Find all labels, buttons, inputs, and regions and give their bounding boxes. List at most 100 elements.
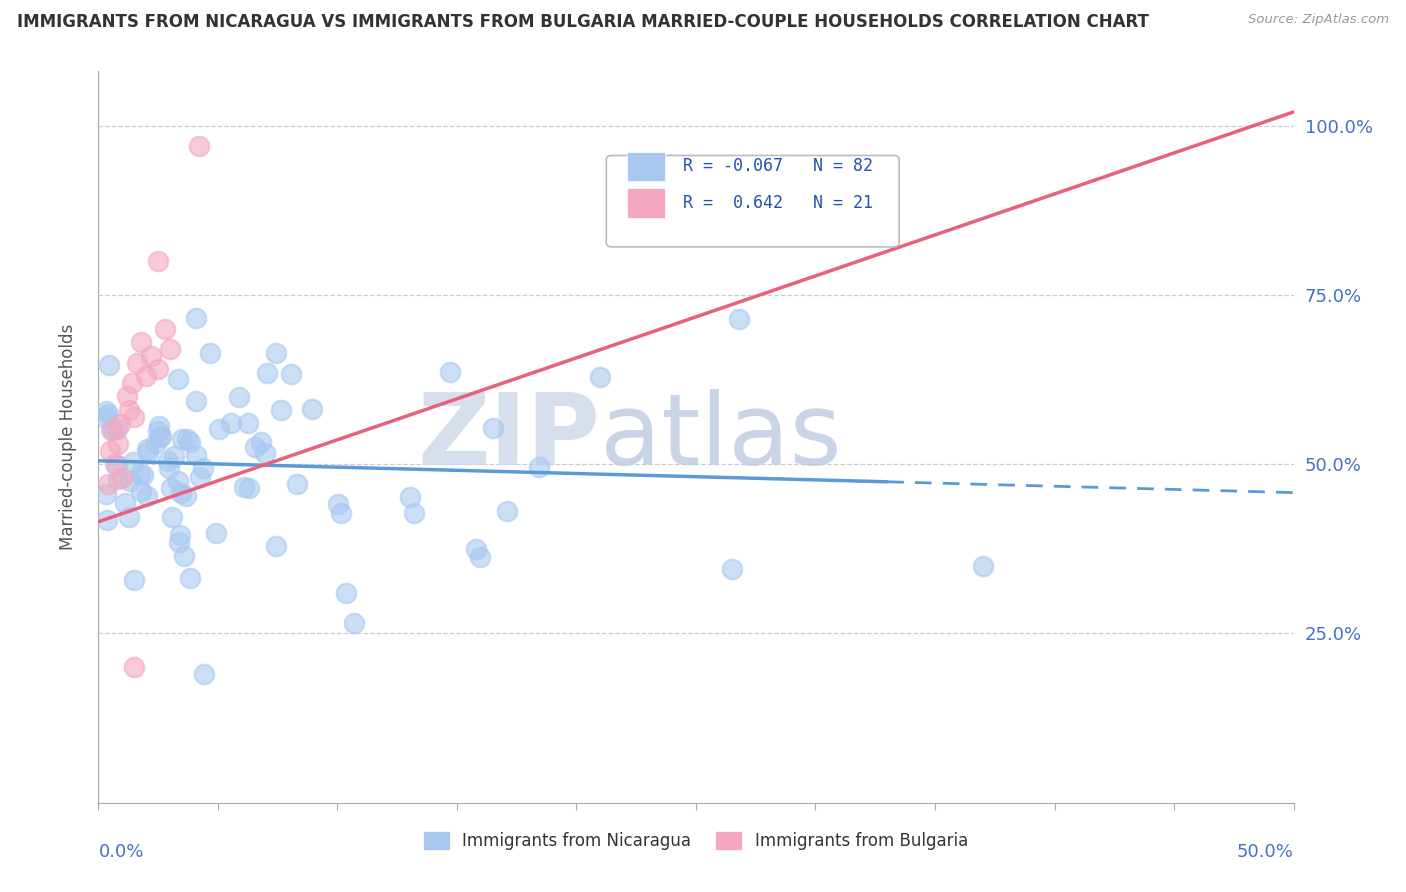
Point: [280, 367, 302, 381]
Point: [97, 358, 120, 372]
Point: [243, 440, 266, 454]
Point: [111, 471, 134, 485]
Point: [169, 528, 191, 542]
Point: [97, 407, 120, 421]
Point: [172, 432, 194, 446]
Point: [179, 571, 201, 585]
Point: [121, 455, 143, 469]
Point: [232, 480, 254, 494]
Point: [326, 497, 349, 511]
Point: [107, 437, 129, 451]
Point: [329, 506, 352, 520]
FancyBboxPatch shape: [606, 155, 900, 247]
Point: [94, 403, 117, 417]
Point: [468, 549, 491, 564]
Point: [148, 254, 170, 268]
Point: [527, 459, 550, 474]
Point: [118, 403, 141, 417]
Point: [250, 434, 273, 449]
Point: [398, 490, 420, 504]
Point: [104, 457, 127, 471]
Point: [97, 477, 120, 491]
Point: [167, 535, 190, 549]
Point: [198, 346, 221, 360]
Point: [136, 442, 159, 456]
Point: [972, 558, 994, 573]
Point: [173, 549, 195, 563]
Point: [159, 342, 181, 356]
Point: [128, 467, 150, 482]
Text: Source: ZipAtlas.com: Source: ZipAtlas.com: [1249, 13, 1389, 27]
Point: [131, 335, 153, 350]
Point: [166, 475, 188, 489]
Point: [256, 366, 278, 380]
Bar: [627, 188, 665, 218]
Point: [105, 458, 128, 472]
Point: [107, 472, 129, 486]
Point: [254, 446, 277, 460]
Point: [191, 461, 214, 475]
Point: [101, 423, 124, 437]
Point: [163, 449, 186, 463]
Point: [94, 411, 117, 425]
Point: [136, 445, 159, 459]
Point: [94, 487, 117, 501]
Point: [132, 467, 155, 482]
Point: [335, 586, 357, 600]
Point: [266, 539, 288, 553]
Point: [129, 484, 152, 499]
Point: [496, 504, 519, 518]
Point: [166, 372, 188, 386]
Point: [159, 481, 181, 495]
Point: [118, 474, 141, 488]
Point: [122, 573, 145, 587]
Point: [184, 310, 207, 325]
Y-axis label: Married-couple Households: Married-couple Households: [59, 324, 77, 550]
Point: [184, 394, 207, 409]
Point: [264, 346, 287, 360]
Point: [170, 486, 193, 500]
Point: [125, 355, 148, 369]
Point: [481, 421, 503, 435]
Point: [121, 376, 143, 390]
Point: [136, 489, 159, 503]
Point: [589, 370, 612, 384]
Point: [187, 139, 209, 153]
Point: [157, 454, 180, 468]
Point: [145, 436, 167, 450]
Point: [117, 510, 139, 524]
Point: [402, 506, 425, 520]
Point: [174, 489, 197, 503]
Point: [287, 477, 309, 491]
Point: [105, 422, 128, 436]
Point: [193, 667, 215, 681]
Point: [157, 460, 180, 475]
Point: [728, 311, 751, 326]
Point: [135, 369, 157, 384]
Point: [205, 526, 228, 541]
Point: [219, 417, 242, 431]
Text: 50.0%: 50.0%: [1237, 843, 1294, 861]
Point: [114, 496, 136, 510]
Point: [155, 322, 177, 336]
Point: [148, 424, 170, 438]
Point: [188, 470, 211, 484]
Text: IMMIGRANTS FROM NICARAGUA VS IMMIGRANTS FROM BULGARIA MARRIED-COUPLE HOUSEHOLDS : IMMIGRANTS FROM NICARAGUA VS IMMIGRANTS …: [17, 13, 1149, 31]
Text: atlas: atlas: [600, 389, 842, 485]
Point: [236, 416, 259, 430]
Text: 0.0%: 0.0%: [98, 843, 143, 861]
Point: [208, 422, 231, 436]
Point: [184, 448, 207, 462]
Point: [148, 362, 170, 376]
Text: R = -0.067   N = 82: R = -0.067 N = 82: [683, 158, 873, 176]
Point: [108, 417, 131, 431]
Text: R =  0.642   N = 21: R = 0.642 N = 21: [683, 194, 873, 212]
Point: [301, 401, 323, 416]
Point: [439, 365, 461, 379]
Point: [148, 419, 170, 434]
Point: [179, 434, 201, 449]
Point: [100, 423, 122, 437]
Point: [176, 432, 198, 446]
Point: [270, 402, 292, 417]
Point: [465, 541, 488, 556]
